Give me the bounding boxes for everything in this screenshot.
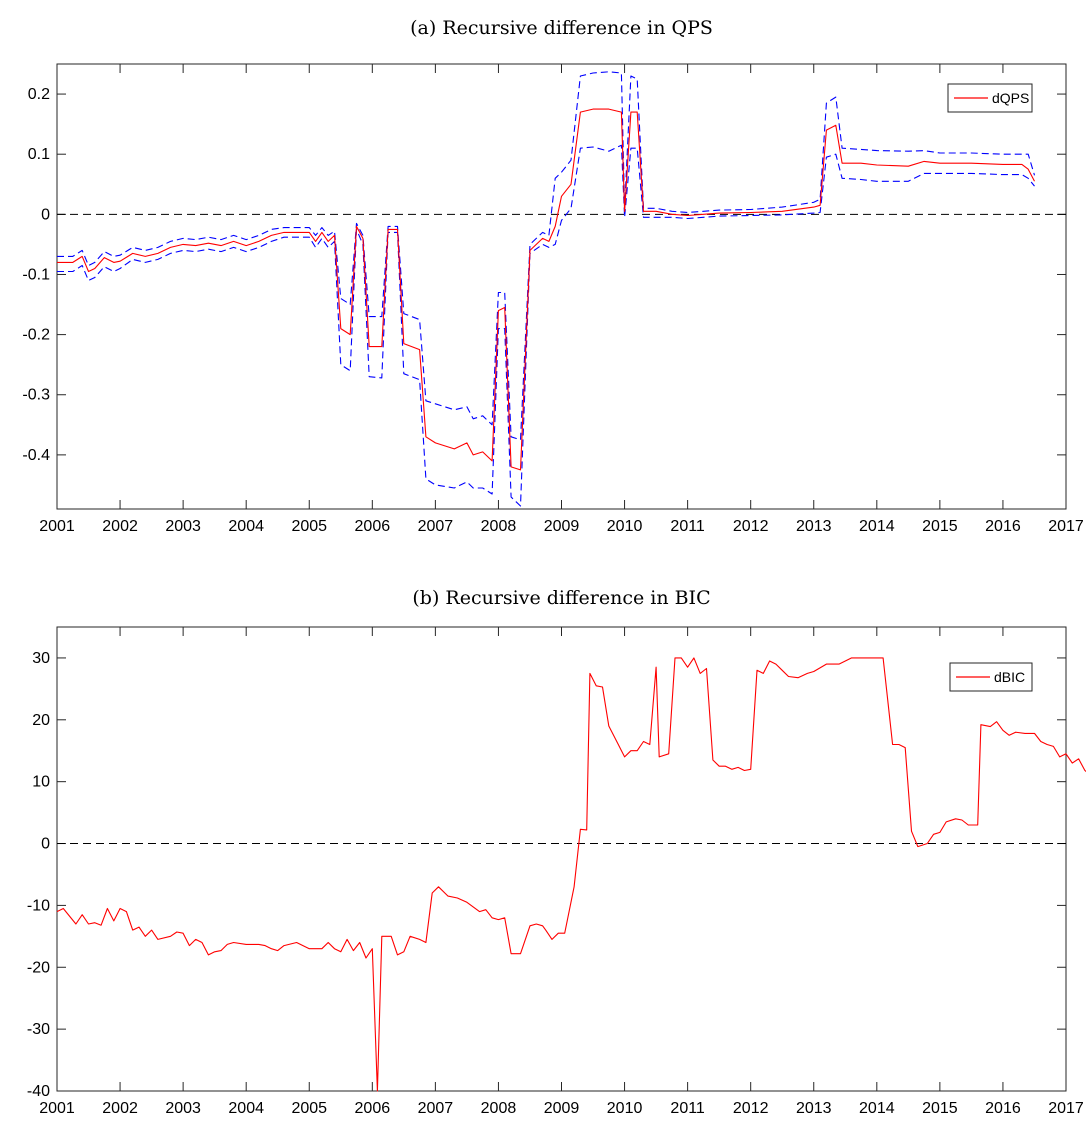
x-tick-label: 2016 — [985, 518, 1021, 535]
legend: dQPS — [947, 83, 1033, 113]
x-tick-label: 2013 — [796, 518, 832, 535]
y-tick-label: -0.2 — [22, 327, 50, 344]
axes-box — [56, 626, 1067, 1092]
x-tick-label: 2010 — [607, 1100, 643, 1117]
x-tick-label: 2006 — [355, 518, 391, 535]
axes-box — [56, 63, 1067, 510]
x-tick-label: 2003 — [165, 1100, 201, 1117]
x-tick-label: 2001 — [39, 1100, 75, 1117]
x-tick-label: 2011 — [670, 1100, 705, 1117]
x-tick-label: 2001 — [39, 518, 75, 535]
x-tick-label: 2015 — [922, 1100, 958, 1117]
x-tick-label: 2005 — [291, 1100, 327, 1117]
x-tick-label: 2008 — [481, 1100, 517, 1117]
y-tick-label: -0.4 — [22, 447, 50, 464]
legend: dBIC — [949, 662, 1033, 692]
series-line-dBIC — [56, 657, 1086, 1092]
x-tick-label: 2006 — [355, 1100, 391, 1117]
x-tick-label: 2016 — [985, 1100, 1021, 1117]
y-tick-label: 20 — [32, 712, 50, 729]
x-tick-label: 2002 — [102, 1100, 138, 1117]
panel-qps: (a) Recursive difference in QPS 2001 2002 2… — [22, 17, 1083, 535]
y-tick-label: 0 — [41, 206, 50, 223]
x-tick-label: 2007 — [418, 1100, 454, 1117]
y-tick-label: -30 — [27, 1021, 50, 1038]
y-tick-label: -0.1 — [22, 266, 50, 283]
x-tick-label: 2015 — [922, 518, 958, 535]
x-tick-label: 2012 — [733, 1100, 769, 1117]
x-tick-label: 2012 — [733, 518, 769, 535]
legend-label: dBIC — [994, 669, 1025, 685]
y-tick-label: -10 — [27, 897, 50, 914]
x-tick-label: 2004 — [228, 518, 264, 535]
confidence-band-line — [57, 144, 1035, 507]
x-tick-label: 2011 — [670, 518, 705, 535]
y-tick-label: -20 — [27, 959, 50, 976]
y-tick-label: 0.1 — [28, 146, 50, 163]
y-tick-label: -0.3 — [22, 387, 50, 404]
series-line-dQPS — [57, 108, 1035, 471]
x-tick-label: 2017 — [1048, 518, 1084, 535]
x-tick-label: 2004 — [228, 1100, 264, 1117]
confidence-band-line — [57, 71, 1036, 441]
y-tick-label: 0 — [41, 836, 50, 853]
x-tick-label: 2009 — [544, 518, 580, 535]
x-tick-label: 2013 — [796, 1100, 832, 1117]
chart-title: (b) Recursive difference in BIC — [412, 587, 710, 609]
x-tick-label: 2007 — [418, 518, 454, 535]
y-tick-label: 10 — [32, 774, 50, 791]
x-tick-label: 2005 — [291, 518, 327, 535]
panel-bic: (b) Recursive difference in BIC 2001 2002 2… — [27, 587, 1086, 1117]
x-tick-label: 2008 — [481, 518, 517, 535]
y-tick-label: 30 — [32, 650, 50, 667]
y-tick-label: 0.2 — [28, 86, 50, 103]
x-tick-label: 2017 — [1048, 1100, 1084, 1117]
x-tick-label: 2009 — [544, 1100, 580, 1117]
chart-title: (a) Recursive difference in QPS — [410, 17, 713, 39]
x-tick-label: 2010 — [607, 518, 643, 535]
x-tick-label: 2003 — [165, 518, 201, 535]
x-tick-label: 2014 — [859, 518, 895, 535]
x-tick-label: 2002 — [102, 518, 138, 535]
x-tick-label: 2014 — [859, 1100, 895, 1117]
y-tick-label: -40 — [27, 1083, 50, 1100]
legend-label: dQPS — [992, 90, 1029, 106]
